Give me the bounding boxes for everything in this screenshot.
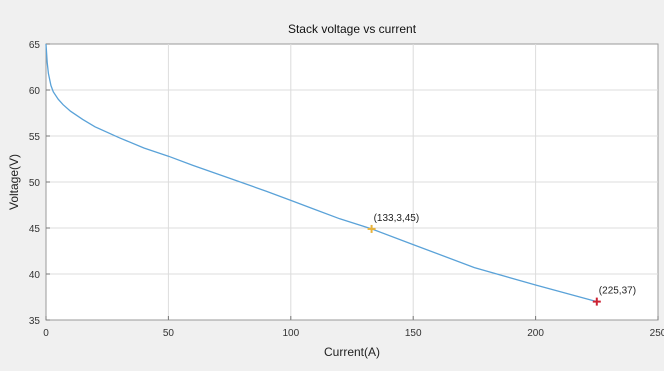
y-tick-label: 35 [29, 316, 41, 327]
x-tick-label: 200 [527, 328, 544, 339]
x-axis-label: Current(A) [324, 345, 380, 359]
x-tick-label: 50 [163, 328, 175, 339]
x-tick-label: 150 [405, 328, 422, 339]
y-tick-label: 55 [29, 132, 41, 143]
chart-title: Stack voltage vs current [288, 22, 417, 36]
data-label: (133,3,45) [374, 213, 420, 224]
y-tick-label: 60 [29, 86, 41, 97]
data-label: (225,37) [599, 286, 636, 297]
y-tick-label: 65 [29, 40, 41, 51]
x-tick-label: 250 [650, 328, 664, 339]
y-tick-label: 40 [29, 270, 41, 281]
x-tick-label: 100 [282, 328, 299, 339]
y-tick-label: 45 [29, 224, 41, 235]
series-line [45, 43, 597, 303]
x-tick-label: 0 [43, 328, 49, 339]
y-tick-label: 50 [29, 178, 41, 189]
y-axis-label: Voltage(V) [7, 154, 21, 210]
